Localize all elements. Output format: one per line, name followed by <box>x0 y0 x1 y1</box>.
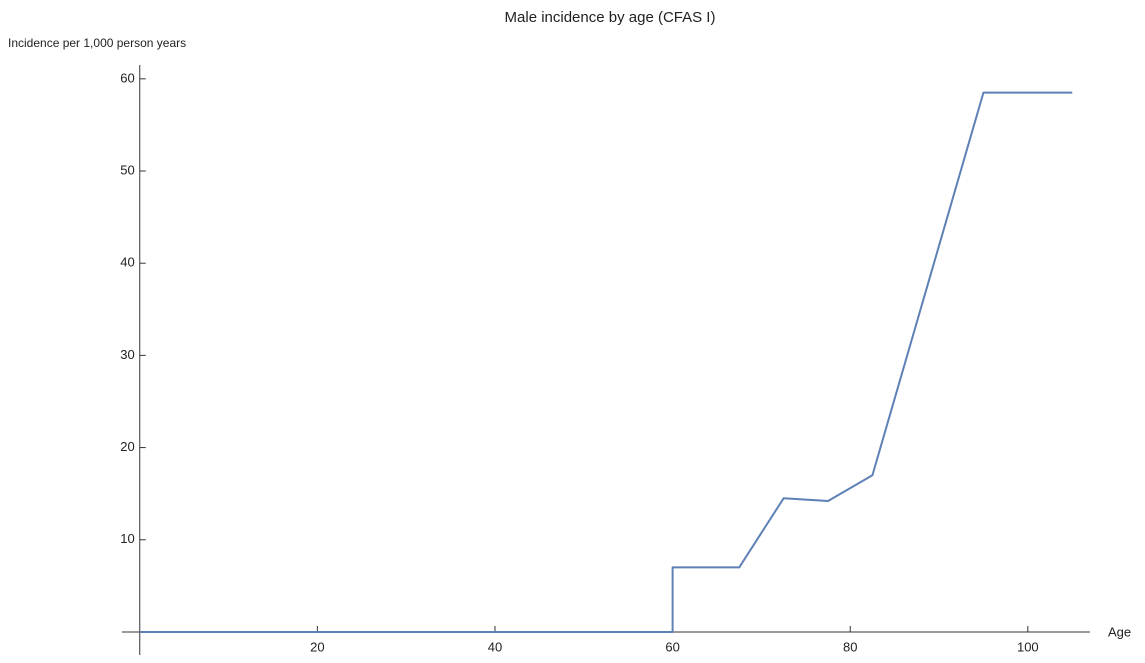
x-tick-label: 80 <box>843 639 857 654</box>
y-tick-label: 30 <box>120 347 134 362</box>
data-line <box>139 91 1073 633</box>
y-tick-label: 60 <box>120 70 134 85</box>
y-tick-label: 50 <box>120 162 134 177</box>
y-tick-label: 20 <box>120 439 134 454</box>
x-tick-label: 40 <box>488 639 502 654</box>
x-tick-label: 60 <box>665 639 679 654</box>
y-tick-label: 40 <box>120 255 134 270</box>
x-tick-label: 100 <box>1017 639 1039 654</box>
x-axis-label: Age <box>1108 624 1131 639</box>
y-axis-label: Incidence per 1,000 person years <box>8 36 186 50</box>
y-tick-label: 10 <box>120 531 134 546</box>
chart-title: Male incidence by age (CFAS I) <box>505 9 716 26</box>
x-tick-label: 20 <box>310 639 324 654</box>
